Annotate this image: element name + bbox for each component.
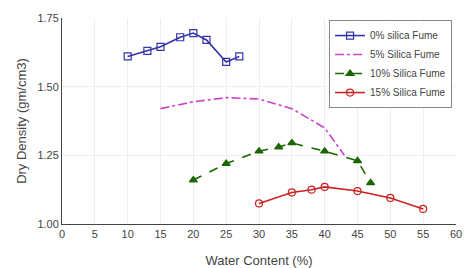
svg-text:1.75: 1.75	[37, 12, 58, 24]
svg-text:1.00: 1.00	[37, 218, 58, 230]
svg-text:1.25: 1.25	[37, 149, 58, 161]
svg-text:Water Content (%): Water Content (%)	[205, 253, 312, 268]
svg-text:Dry Density (gm/cm3): Dry Density (gm/cm3)	[14, 58, 29, 184]
svg-text:10% Silica Fume: 10% Silica Fume	[370, 68, 445, 79]
svg-text:5% Silica Fume: 5% Silica Fume	[370, 49, 440, 60]
svg-text:30: 30	[253, 228, 265, 240]
svg-text:60: 60	[450, 228, 462, 240]
svg-text:1.50: 1.50	[37, 81, 58, 93]
svg-text:0% silica Fume: 0% silica Fume	[370, 30, 438, 41]
svg-text:50: 50	[384, 228, 396, 240]
svg-text:25: 25	[220, 228, 232, 240]
svg-text:5: 5	[92, 228, 98, 240]
svg-text:0: 0	[59, 228, 65, 240]
svg-text:15: 15	[154, 228, 166, 240]
svg-text:45: 45	[351, 228, 363, 240]
svg-text:40: 40	[319, 228, 331, 240]
svg-text:15% Silica Fume: 15% Silica Fume	[370, 87, 445, 98]
svg-text:35: 35	[286, 228, 298, 240]
svg-text:55: 55	[417, 228, 429, 240]
svg-text:20: 20	[187, 228, 199, 240]
svg-text:10: 10	[122, 228, 134, 240]
